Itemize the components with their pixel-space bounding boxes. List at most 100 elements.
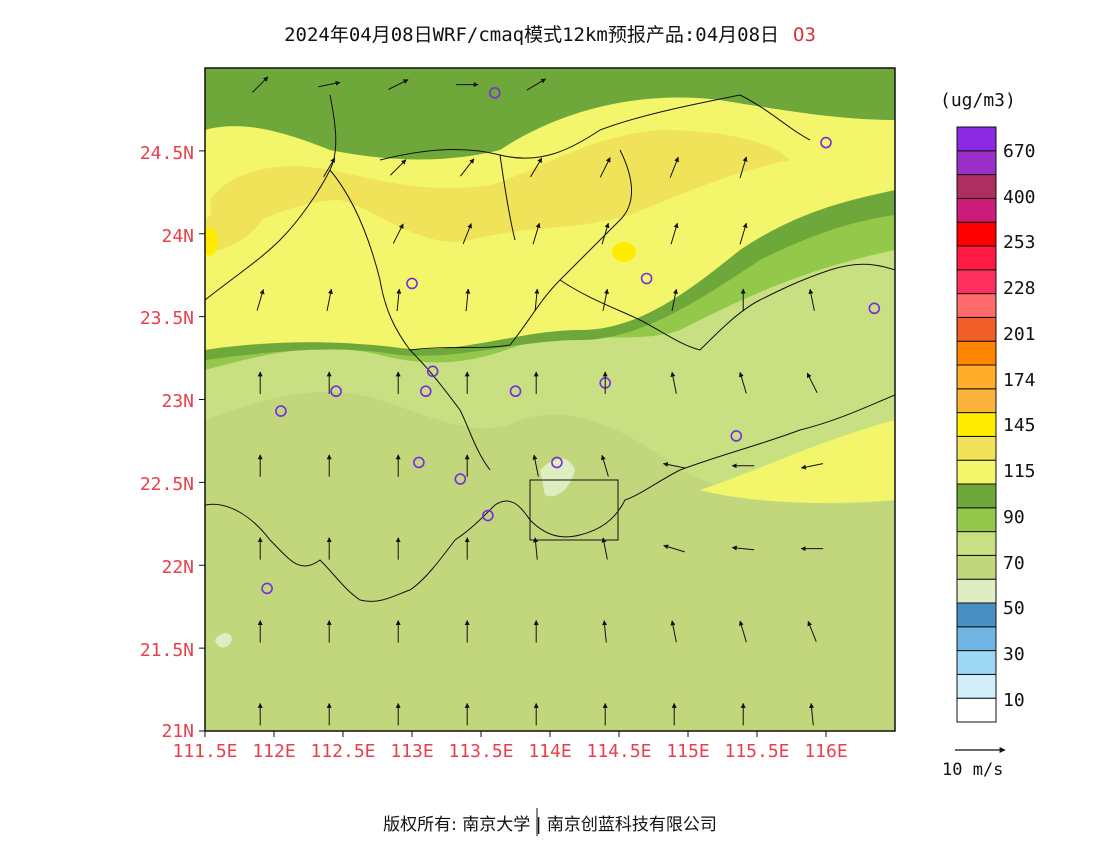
field-band-50-60 bbox=[540, 458, 575, 497]
lat-tick-label: 23N bbox=[161, 391, 194, 412]
legend-label: 30 bbox=[1003, 644, 1025, 665]
lon-tick-label: 112.5E bbox=[310, 741, 376, 762]
field-band-115-coast bbox=[700, 420, 895, 503]
legend-swatch bbox=[956, 531, 997, 556]
station-marker bbox=[820, 136, 832, 149]
wind-vector bbox=[662, 462, 686, 469]
coast-inset-box bbox=[529, 479, 619, 541]
concentration-field bbox=[205, 68, 895, 731]
boundaries bbox=[205, 94, 895, 602]
county-boundary bbox=[409, 149, 895, 351]
legend-swatch bbox=[956, 483, 997, 509]
legend-label: 400 bbox=[1003, 187, 1036, 208]
station-marker bbox=[413, 456, 425, 469]
wind-vector bbox=[601, 222, 610, 245]
field-band-50-60-west bbox=[215, 633, 232, 648]
legend-label: 70 bbox=[1003, 553, 1025, 574]
station-marker bbox=[406, 277, 418, 290]
legend-swatch bbox=[956, 602, 997, 628]
wind-vector bbox=[808, 288, 815, 311]
wind-vector bbox=[256, 289, 265, 311]
wind-vector bbox=[318, 80, 341, 88]
station-marker bbox=[275, 405, 287, 417]
wind-vector bbox=[738, 620, 747, 643]
wind-vector bbox=[532, 454, 539, 477]
lat-tick-label: 22.5N bbox=[139, 474, 194, 495]
title-text: 2024年04月08日WRF/cmaq模式12km预报产品:04月08日 bbox=[284, 24, 780, 46]
station-marker bbox=[868, 302, 881, 315]
legend-label: 670 bbox=[1003, 141, 1036, 162]
legend-swatch bbox=[956, 269, 997, 295]
lon-tick-label: 116E bbox=[804, 741, 848, 762]
lon-tick-label: 114E bbox=[528, 741, 572, 762]
wind-vector bbox=[670, 222, 679, 245]
wind-vector bbox=[388, 79, 409, 90]
lat-tick-label: 21N bbox=[161, 721, 194, 742]
lon-tick-label: 111.5E bbox=[172, 741, 238, 762]
legend-swatch bbox=[956, 626, 997, 652]
lat-tick-label: 21.5N bbox=[139, 640, 194, 661]
wind-vector bbox=[671, 288, 678, 311]
wind-vector bbox=[396, 288, 402, 312]
wind-vector bbox=[731, 545, 755, 551]
station-marker bbox=[730, 430, 743, 442]
chart-title: 2024年04月08日WRF/cmaq模式12km预报产品:04月08日 O3 bbox=[0, 20, 1100, 47]
legend-label: 253 bbox=[1003, 232, 1036, 253]
wind-vector bbox=[602, 288, 609, 311]
wind-vectors bbox=[252, 76, 824, 726]
legend-swatch bbox=[956, 435, 997, 461]
wind-vector bbox=[738, 371, 747, 394]
legend-swatch bbox=[956, 126, 997, 152]
wind-vector bbox=[252, 76, 269, 93]
legend-swatch bbox=[956, 364, 997, 390]
station-marker bbox=[261, 582, 273, 595]
wind-vector bbox=[670, 620, 677, 643]
station-marker bbox=[482, 509, 494, 522]
wind-vector bbox=[526, 78, 547, 91]
legend-swatch bbox=[956, 673, 997, 699]
field-peak-145 bbox=[612, 242, 636, 262]
lon-tick-label: 113E bbox=[390, 741, 434, 762]
lon-tick-label: 115.5E bbox=[724, 741, 790, 762]
field-band-115-high-west bbox=[205, 191, 268, 250]
wind-vector bbox=[530, 157, 543, 178]
species-label: O3 bbox=[793, 24, 816, 46]
wind-vector bbox=[739, 222, 748, 245]
lat-tick-label: 24N bbox=[161, 226, 194, 247]
wind-vector bbox=[807, 620, 817, 642]
legend-swatch bbox=[956, 554, 997, 580]
legend-swatch bbox=[956, 340, 997, 366]
lat-tick-label: 23.5N bbox=[139, 308, 194, 329]
wind-vector bbox=[462, 223, 472, 245]
legend-swatch bbox=[956, 221, 997, 247]
lon-tick-label: 113.5E bbox=[448, 741, 514, 762]
wind-vector bbox=[601, 537, 608, 560]
wind-vector bbox=[532, 222, 541, 245]
legend-swatch bbox=[956, 150, 997, 176]
legend-swatch bbox=[956, 507, 997, 533]
wind-vector bbox=[600, 454, 609, 477]
wind-vector bbox=[739, 156, 748, 179]
wind-vector bbox=[460, 158, 475, 177]
legend-label: 50 bbox=[1003, 598, 1025, 619]
legend-swatch bbox=[956, 697, 997, 723]
station-marker bbox=[454, 473, 467, 485]
legend-swatch bbox=[956, 245, 997, 271]
wind-vector bbox=[323, 157, 336, 178]
legend-swatch bbox=[956, 388, 997, 414]
lon-tick-label: 114.5E bbox=[586, 741, 652, 762]
legend-swatch bbox=[956, 197, 997, 223]
wind-vector bbox=[663, 544, 685, 553]
wind-vector bbox=[669, 156, 679, 178]
county-boundary-north bbox=[379, 94, 811, 241]
lat-tick-label: 22N bbox=[161, 557, 194, 578]
wind-vector bbox=[392, 223, 404, 244]
province-boundary bbox=[205, 94, 491, 471]
legend-swatch bbox=[956, 293, 997, 318]
wind-reference-label: 10 m/s bbox=[942, 760, 1004, 780]
legend-label: 174 bbox=[1003, 370, 1036, 391]
station-marker bbox=[426, 365, 439, 378]
station-marker bbox=[509, 385, 522, 398]
legend-label: 201 bbox=[1003, 324, 1036, 345]
